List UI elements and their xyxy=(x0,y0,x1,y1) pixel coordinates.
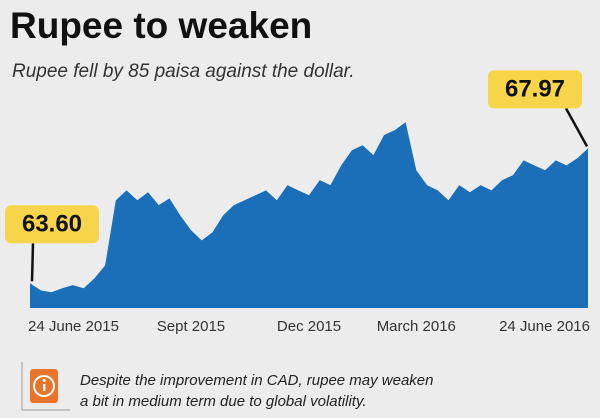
value-callout: 67.97 xyxy=(488,70,589,147)
icon-dot xyxy=(42,379,46,382)
note-frame xyxy=(21,362,70,411)
x-tick-label: Sept 2015 xyxy=(157,318,225,335)
chart-title: Rupee to weaken xyxy=(10,5,312,46)
note-line: Despite the improvement in CAD, rupee ma… xyxy=(80,372,434,389)
value-callout: 63.60 xyxy=(5,205,99,282)
x-tick-label: March 2016 xyxy=(377,318,456,335)
x-tick-label: Dec 2015 xyxy=(277,318,341,335)
note-icon xyxy=(21,362,70,411)
callout-pointer xyxy=(30,243,35,282)
icon-circle xyxy=(33,375,55,397)
x-tick-label: 24 June 2016 xyxy=(499,318,590,335)
x-tick-label: 24 June 2015 xyxy=(28,318,119,335)
note-line: a bit in medium term due to global volat… xyxy=(80,393,367,410)
icon-stem xyxy=(43,384,46,391)
area xyxy=(30,122,588,309)
callout-box xyxy=(488,70,582,109)
data-label: 67.97 xyxy=(505,76,565,103)
callout-pointer xyxy=(564,107,589,147)
callout-box xyxy=(5,205,99,244)
chart-subtitle: Rupee fell by 85 paisa against the dolla… xyxy=(12,61,355,82)
data-label: 63.60 xyxy=(22,211,82,238)
